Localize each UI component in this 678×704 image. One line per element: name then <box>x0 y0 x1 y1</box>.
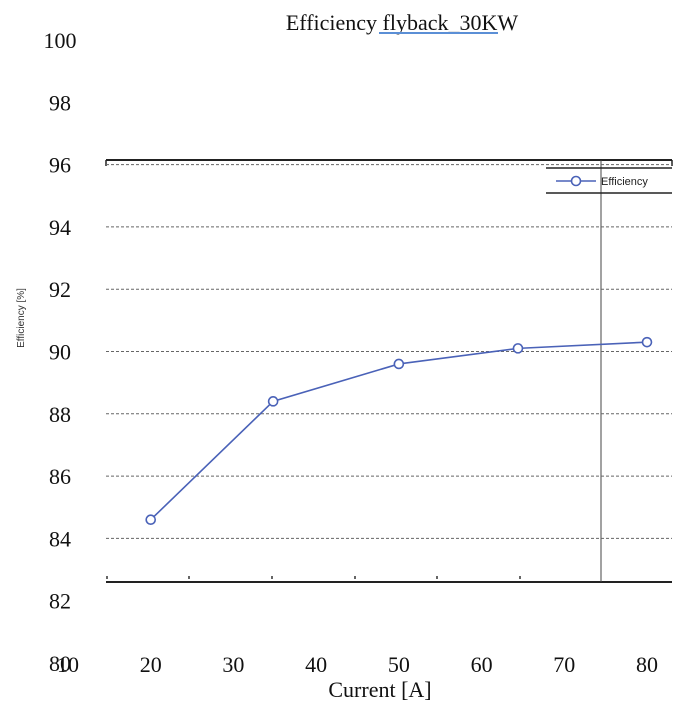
data-point <box>145 514 157 526</box>
legend: Efficiency <box>546 167 672 194</box>
x-tick-label: 60 <box>471 652 493 677</box>
series-layer <box>145 336 653 526</box>
x-tick-labels: 10 20 30 40 50 60 70 80 <box>57 652 658 677</box>
x-tick-label: 50 <box>388 652 410 677</box>
x-tick-label: 30 <box>222 652 244 677</box>
gridlines <box>106 164 672 539</box>
data-point <box>641 336 653 348</box>
y-tick-label: 94 <box>49 215 71 240</box>
y-tick-label: 84 <box>49 526 71 551</box>
y-tick-label: 86 <box>49 464 71 489</box>
y-tick-label: 96 <box>49 153 71 178</box>
y-tick-label: 82 <box>49 589 71 614</box>
y-tick-label: 88 <box>49 402 71 427</box>
x-tick-marks <box>106 576 521 579</box>
y-tick-labels: 80 82 84 86 88 90 92 94 96 98 100 <box>44 28 77 676</box>
x-tick-label: 40 <box>305 652 327 677</box>
data-point <box>267 396 279 407</box>
y-tick-label: 98 <box>49 90 71 115</box>
y-tick-label: 80 <box>49 651 71 676</box>
x-axis-label: Current [A] <box>328 677 431 702</box>
data-point <box>393 358 405 370</box>
data-point <box>512 343 524 354</box>
x-tick-label: 70 <box>553 652 575 677</box>
y-tick-label: 90 <box>49 340 71 365</box>
chart-title: Efficiency flyback_30KW <box>286 10 519 35</box>
x-tick-label: 80 <box>636 652 658 677</box>
y-axis-label: Efficiency [%] <box>16 288 27 348</box>
legend-marker-sample <box>570 175 582 187</box>
x-tick-label: 20 <box>140 652 162 677</box>
y-tick-label: 100 <box>44 28 77 53</box>
y-tick-label: 92 <box>49 277 71 302</box>
legend-label: Efficiency <box>601 176 648 188</box>
x-tick-label: 10 <box>57 652 79 677</box>
